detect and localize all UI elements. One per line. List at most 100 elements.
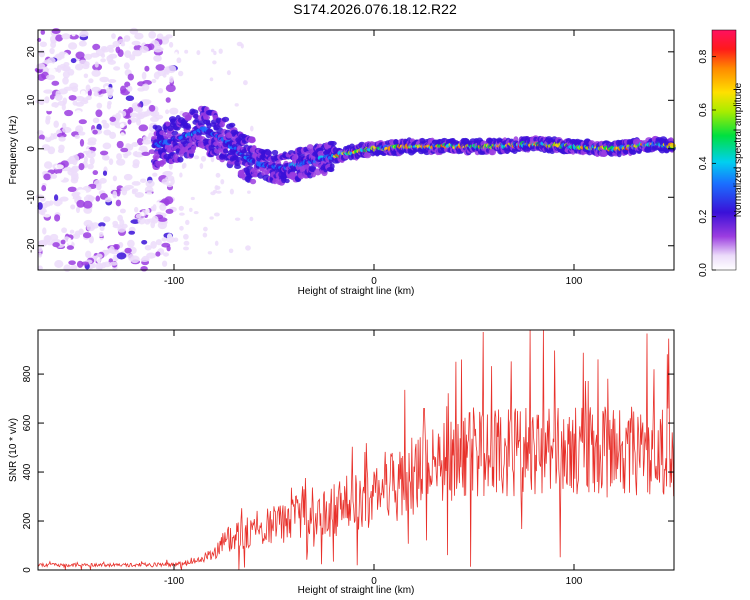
spectrogram-cell-689 [187, 87, 193, 93]
spectrogram-cell-449 [152, 172, 158, 177]
spectrogram-cell-637 [103, 129, 112, 136]
spectrogram-cell-484 [132, 163, 140, 169]
spectrogram-cell-200 [50, 41, 57, 49]
snr-xtick-label-1: 0 [371, 576, 377, 587]
snr-ytick-label-3: 600 [22, 414, 33, 431]
spectrogram-cell-558 [82, 97, 89, 102]
spectrogram-cell-635 [51, 28, 61, 35]
spectrogram-cell-628 [106, 102, 112, 110]
spectrogram-cell-606 [132, 49, 142, 57]
spectrogram-cell-184 [116, 252, 127, 260]
spectrogram-cell-467 [159, 203, 167, 211]
spectrogram-cell-340 [106, 44, 116, 49]
spectrogram-cell-566 [50, 173, 58, 179]
spectrogram-cell-383 [138, 124, 149, 132]
spectrogram-cell-707 [219, 251, 224, 256]
snr-ytick-label-0: 0 [22, 567, 33, 573]
colorbar: 0.0 0.2 0.4 0.6 0.8 Normalized spectral ampl… [698, 29, 744, 277]
spectrogram-cell-505 [61, 103, 66, 111]
spectrogram-cell-416 [51, 101, 59, 109]
spectrogram-cell-130 [144, 65, 150, 72]
snr-ytick-label-1: 200 [22, 512, 33, 529]
spectrogram-cell-451 [37, 246, 43, 253]
spectrogram-cell-524 [100, 58, 106, 63]
spectrogram-cell-623 [91, 86, 101, 92]
spectrogram-cell-649 [245, 245, 251, 251]
spectrogram-cell-271 [71, 86, 79, 93]
spectrogram-cell-436 [96, 102, 103, 109]
spectrogram-cell-113 [134, 32, 144, 40]
spectrogram-cell-501 [44, 96, 50, 104]
spectrogram-cell-596 [131, 188, 139, 193]
spectrogram-cell-555 [68, 195, 74, 200]
spectrogram-cell-485 [166, 236, 176, 243]
spectrogram-cell-666 [250, 125, 254, 132]
spectrogram-cell-375 [56, 65, 62, 73]
spectrogram-cell-83 [77, 219, 83, 225]
spectrogram-cell-272 [44, 135, 52, 143]
spectrogram-cell-1539 [329, 140, 337, 146]
spectrogram-cell-514 [91, 69, 101, 77]
spectrogram-cell-1443 [309, 166, 316, 172]
spectrogram-cell-604 [111, 33, 116, 39]
spectrogram-cell-636 [155, 251, 161, 257]
spectrogram-cell-575 [72, 160, 78, 166]
spectrogram-cell-330 [54, 194, 59, 201]
spectrogram-cell-127 [80, 90, 86, 96]
spectrogram-cell-433 [74, 134, 80, 139]
spectrogram-cell-697 [215, 172, 221, 178]
spectrogram-cell-419 [92, 117, 100, 124]
spectrogram-cell-559 [83, 200, 93, 209]
spectrogram-cell-632 [146, 252, 157, 259]
spectrogram-cell-537 [150, 240, 157, 249]
spectrogram-cell-148 [151, 98, 159, 104]
spectrogram-cell-411 [49, 94, 55, 100]
spectrogram-cell-380 [49, 35, 57, 43]
spectrogram-cell-13 [43, 89, 54, 94]
spectrogram-cell-47 [60, 153, 68, 160]
spectrogram-cell-1663 [363, 152, 372, 159]
spectrogram-cell-1484 [317, 150, 326, 157]
spectrogram-cell-571 [104, 197, 112, 203]
spectrogram-cell-586 [78, 40, 87, 47]
spectrogram-cell-593 [79, 193, 87, 198]
spectrogram-cell-1077 [228, 122, 236, 128]
spectrogram-cell-598 [100, 35, 107, 43]
spectrogram-cell-963 [203, 115, 211, 121]
spectrogram-cell-626 [168, 41, 174, 48]
spectrogram-cell-120 [99, 225, 105, 232]
spectrogram-cell-660 [187, 204, 193, 208]
spectrogram-cell-181 [35, 68, 43, 74]
spectrogram-cell-207 [134, 206, 139, 213]
spectrogram-cell-1048 [221, 116, 230, 123]
spectrogram-cell-594 [52, 242, 60, 248]
spectrogram-cell-684 [215, 190, 222, 194]
spectrogram-cell-348 [61, 227, 68, 234]
spectrogram-cell-59 [112, 175, 118, 182]
spectrogram-cell-377 [83, 206, 93, 214]
spectrogram-cell-56 [49, 200, 54, 206]
spectrogram-cell-327 [79, 59, 88, 65]
spectrogram-cell-504 [127, 119, 132, 125]
spectrogram-cell-562 [38, 49, 46, 58]
spectrogram-cell-577 [46, 74, 55, 81]
spectrogram-cell-580 [68, 42, 78, 50]
spectrogram-cell-31 [53, 120, 59, 128]
spectrogram-cell-164 [118, 39, 126, 44]
spectrogram-cell-30 [69, 34, 79, 40]
spectrogram-cell-694 [184, 49, 189, 54]
snr-panel: -100 0 100 0 200 400 600 800 Height of straight… [8, 329, 675, 596]
spectrogram-cell-720 [210, 156, 215, 163]
spectrogram-cell-701 [174, 51, 178, 58]
spectrogram-cell-287 [66, 245, 75, 250]
spectrogram-cell-402 [85, 84, 91, 92]
spectrogram-ytick-label-1: -10 [26, 190, 37, 205]
spectrogram-cell-496 [62, 77, 69, 85]
spectrogram-cell-439 [107, 90, 113, 99]
spectrogram-cell-1171 [249, 178, 257, 185]
spectrogram-cell-167 [131, 181, 141, 186]
spectrogram-cell-378 [120, 42, 126, 47]
spectrogram-cell-476 [78, 131, 86, 136]
spectrogram-cell-1271 [271, 149, 279, 156]
